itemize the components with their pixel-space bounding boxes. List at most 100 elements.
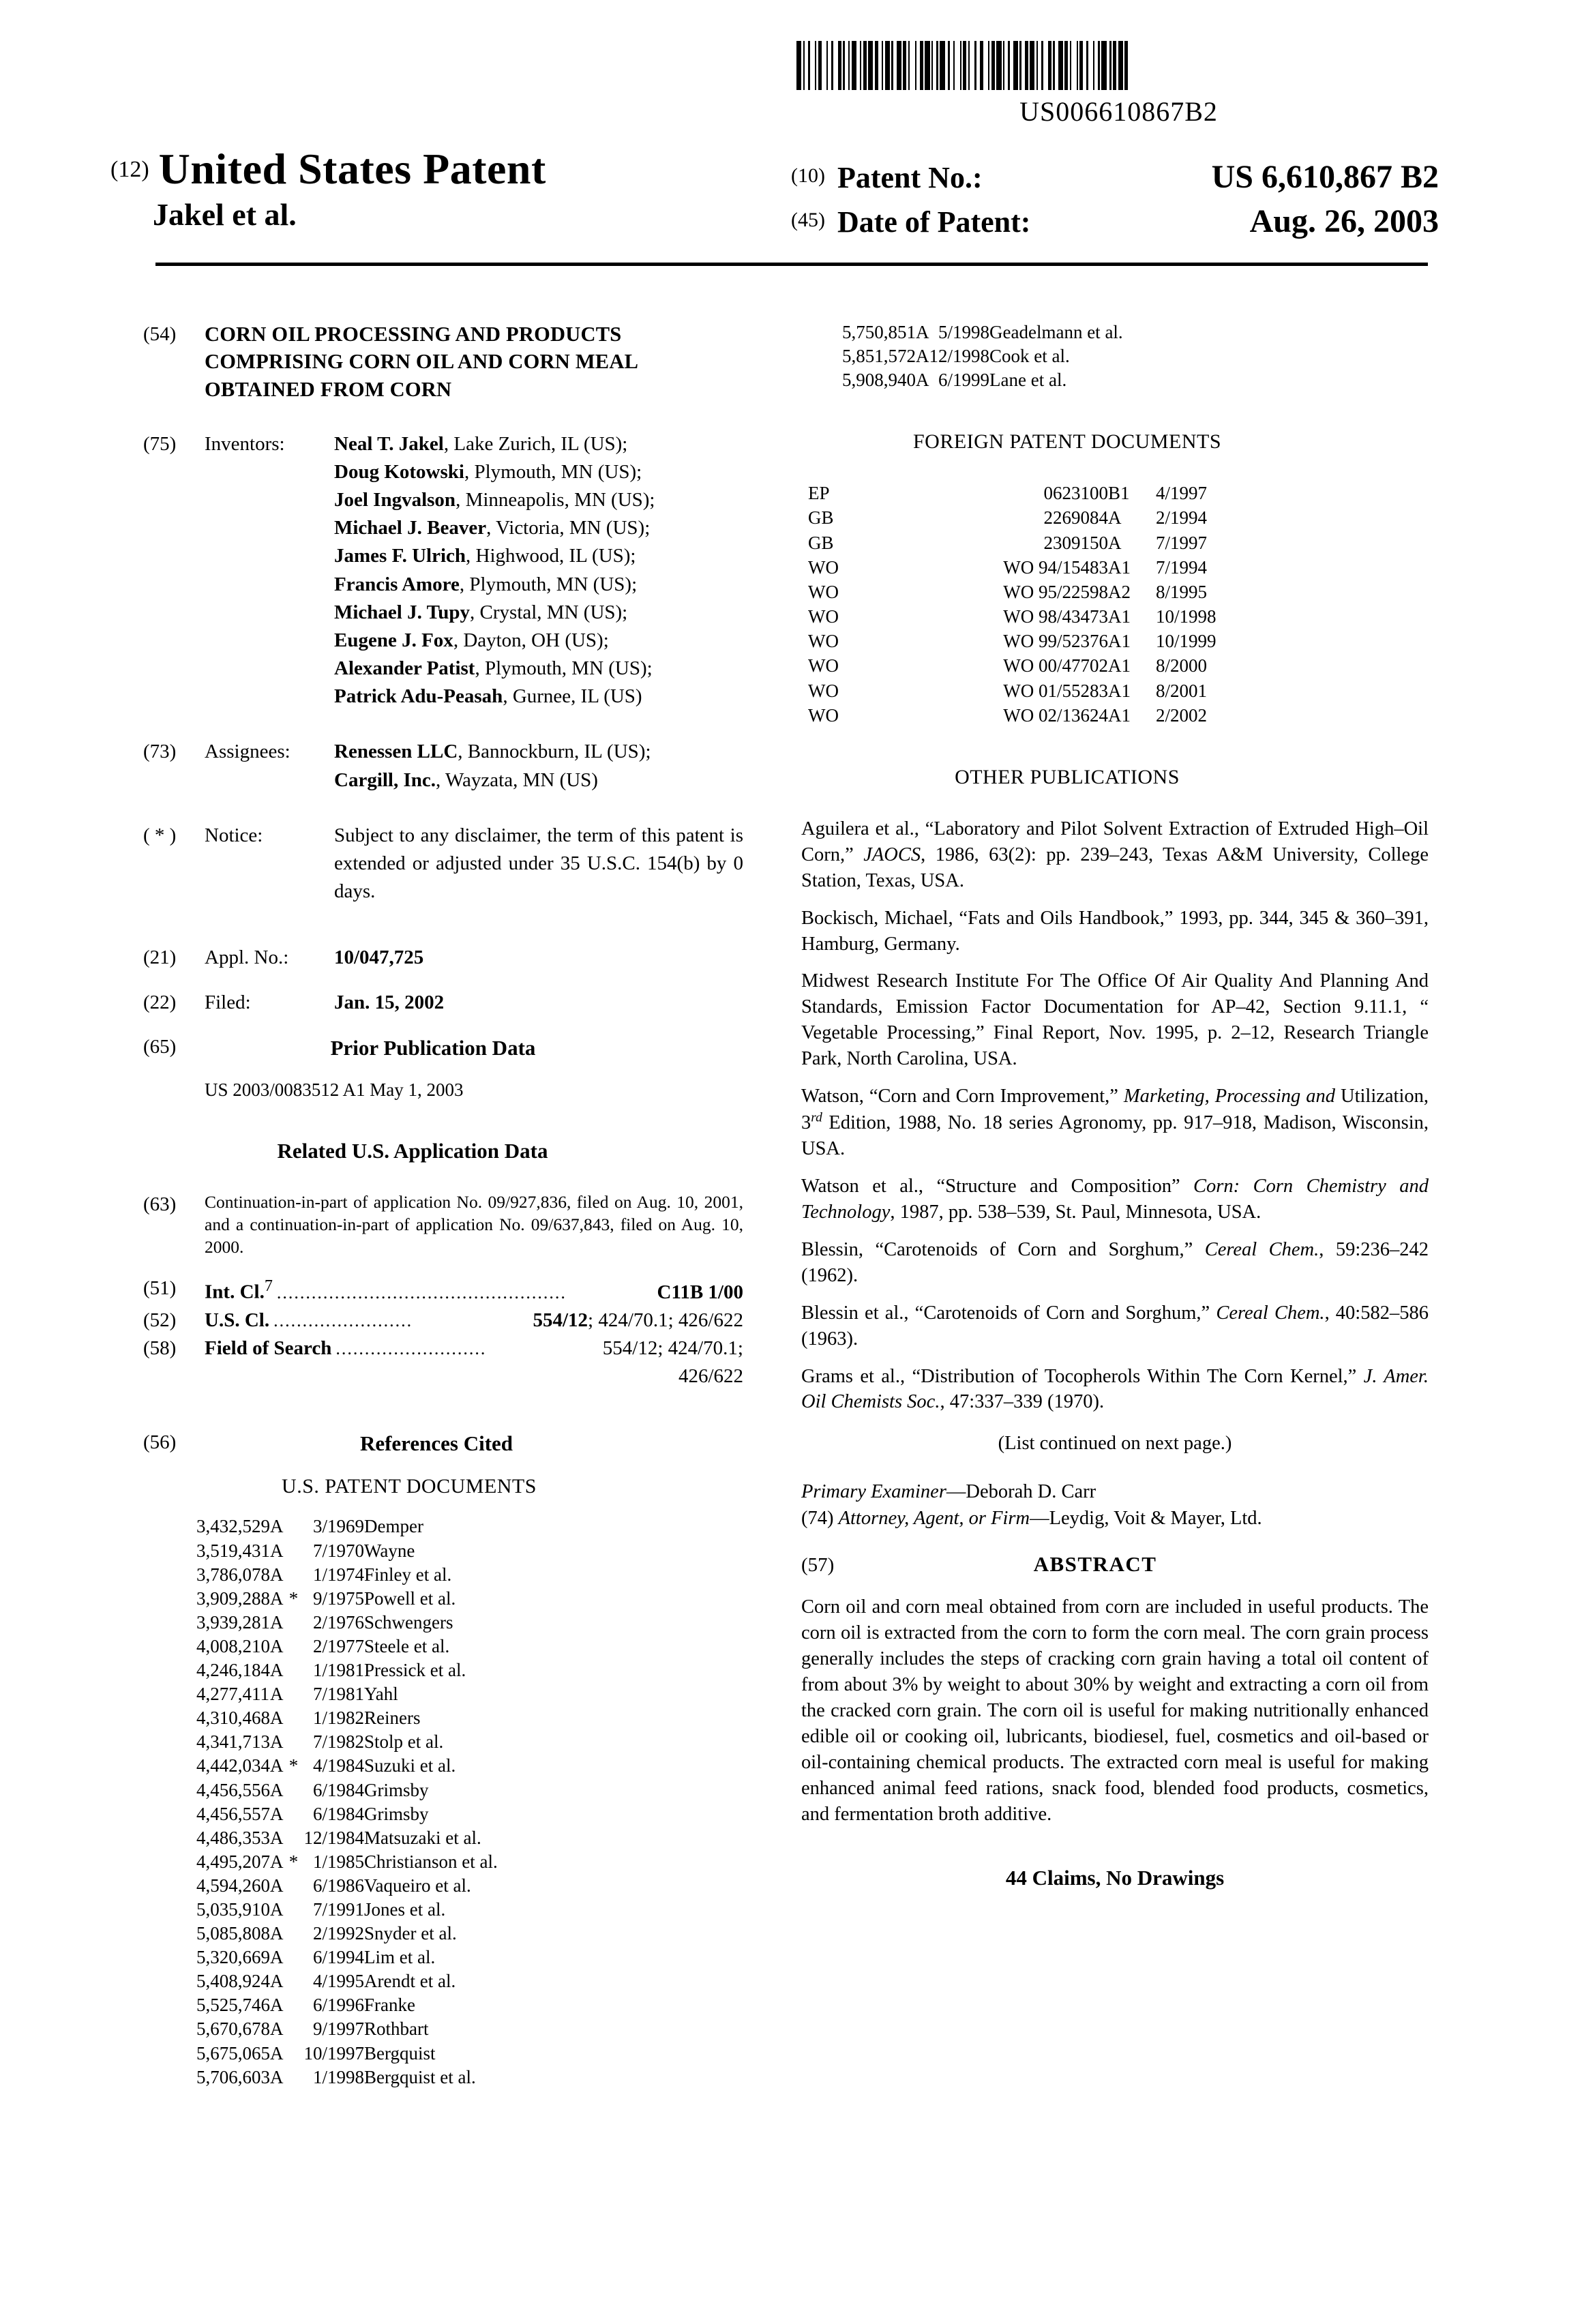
int-cl-value: C11B 1/00 — [657, 1279, 744, 1307]
reference-number: 4,594,260 — [196, 1874, 270, 1898]
inventor-name: James F. Ulrich — [334, 545, 466, 567]
abstract-text: Corn oil and corn meal obtained from cor… — [801, 1594, 1429, 1828]
reference-star — [284, 1515, 304, 1538]
reference-kind: A — [270, 1898, 284, 1922]
foreign-doc-number: 2269084 — [910, 505, 1108, 530]
barcode — [796, 41, 1441, 90]
reference-number: 4,486,353 — [196, 1826, 270, 1850]
reference-star — [284, 1730, 304, 1754]
reference-kind: A — [270, 2042, 284, 2066]
patent-date-label: Date of Patent: — [837, 205, 1062, 239]
foreign-doc-kind: A — [1108, 531, 1156, 555]
inventor-entry: James F. Ulrich, Highwood, IL (US); — [334, 542, 743, 570]
assignee-entry: Renessen LLC, Bannockburn, IL (US); — [334, 738, 743, 766]
inventor-entry: Francis Amore, Plymouth, MN (US); — [334, 571, 743, 599]
foreign-patent-documents-heading: FOREIGN PATENT DOCUMENTS — [801, 430, 1429, 453]
foreign-country-code: EP — [808, 481, 910, 505]
notice-text: Subject to any disclaimer, the term of t… — [334, 822, 743, 906]
foreign-doc-kind: A — [1108, 505, 1156, 530]
reference-kind: A — [270, 1826, 284, 1850]
reference-kind: A — [270, 1611, 284, 1635]
table-row: GB2269084A2/1994 — [808, 505, 1251, 530]
foreign-doc-date: 10/1998 — [1156, 604, 1251, 629]
reference-date: 3/1969 — [304, 1515, 365, 1538]
reference-star — [284, 1611, 304, 1635]
reference-star: * — [284, 1587, 304, 1611]
primary-examiner: Primary Examiner—Deborah D. Carr — [801, 1479, 1429, 1505]
reference-star: * — [284, 1850, 304, 1874]
inventors-label: Inventors: — [205, 430, 334, 711]
foreign-doc-number: WO 00/47702 — [910, 653, 1108, 678]
reference-date: 7/1981 — [304, 1682, 365, 1706]
foreign-patent-documents-table: EP0623100B14/1997GB2269084A2/1994GB23091… — [808, 481, 1251, 728]
reference-name: Rothbart — [364, 2017, 498, 2041]
appl-no-label: Appl. No.: — [205, 944, 334, 972]
prior-publication-heading: Prior Publication Data — [205, 1033, 743, 1063]
filed-field: (22) Filed: Jan. 15, 2002 — [143, 989, 743, 1017]
reference-number: 3,909,288 — [196, 1587, 270, 1611]
reference-name: Pressick et al. — [364, 1658, 498, 1682]
table-row: 5,908,940A6/1999Lane et al. — [842, 368, 1123, 392]
table-row: 5,035,910A7/1991Jones et al. — [196, 1898, 498, 1922]
patent-front-page: US006610867B2 (12) United States Patent … — [0, 0, 1582, 2324]
reference-kind: A — [270, 2017, 284, 2041]
related-application-text: Continuation-in-part of application No. … — [205, 1191, 743, 1258]
inventor-name: Francis Amore — [334, 573, 460, 595]
table-row: WOWO 02/13624A12/2002 — [808, 703, 1251, 728]
inventor-name: Neal T. Jakel — [334, 433, 444, 455]
table-row: 3,939,281A2/1976Schwengers — [196, 1611, 498, 1635]
reference-number: 5,670,678 — [196, 2017, 270, 2041]
reference-date: 4/1995 — [304, 1969, 365, 1993]
reference-date: 12/1998 — [929, 344, 990, 368]
publication-entry: Midwest Research Institute For The Offic… — [801, 968, 1429, 1072]
assignees-field: (73) Assignees: Renessen LLC, Bannockbur… — [143, 738, 743, 794]
prior-publication-field: (65) Prior Publication Data — [143, 1033, 743, 1063]
publications-list: Aguilera et al., “Laboratory and Pilot S… — [801, 816, 1429, 1415]
reference-number: 3,432,529 — [196, 1515, 270, 1538]
barcode-number: US006610867B2 — [796, 95, 1441, 128]
foreign-country-code: WO — [808, 555, 910, 580]
table-row: WOWO 01/55283A18/2001 — [808, 679, 1251, 703]
inventor-entry: Joel Ingvalson, Minneapolis, MN (US); — [334, 486, 743, 514]
table-row: 3,909,288A*9/1975Powell et al. — [196, 1587, 498, 1611]
reference-name: Grimsby — [364, 1802, 498, 1826]
inventor-name: Eugene J. Fox — [334, 629, 453, 651]
notice-field: ( * ) Notice: Subject to any disclaimer,… — [143, 822, 743, 906]
reference-star — [284, 1658, 304, 1682]
inventor-entry: Alexander Patist, Plymouth, MN (US); — [334, 655, 743, 683]
reference-number: 5,750,851 — [842, 321, 916, 344]
foreign-doc-number: 0623100 — [910, 481, 1108, 505]
table-row: 5,525,746A6/1996Franke — [196, 1993, 498, 2017]
table-row: 4,310,468A1/1982Reiners — [196, 1706, 498, 1730]
foreign-country-code: GB — [808, 531, 910, 555]
reference-star — [284, 1563, 304, 1587]
patent-number-row: (10) Patent No.: US 6,610,867 B2 — [791, 158, 1439, 196]
foreign-doc-date: 2/1994 — [1156, 505, 1251, 530]
publication-entry: Watson et al., “Structure and Compositio… — [801, 1174, 1429, 1225]
table-row: 3,519,431A7/1970Wayne — [196, 1539, 498, 1563]
inventor-location: , Minneapolis, MN (US); — [456, 489, 655, 511]
reference-name: Grimsby — [364, 1778, 498, 1802]
table-row: WOWO 00/47702A18/2000 — [808, 653, 1251, 678]
reference-date: 4/1984 — [304, 1754, 365, 1778]
publication-entry: Blessin et al., “Carotenoids of Corn and… — [801, 1300, 1429, 1352]
foreign-country-code: WO — [808, 580, 910, 604]
masthead-left: (12) United States Patent Jakel et al. — [110, 147, 724, 230]
table-row: WOWO 99/52376A110/1999 — [808, 629, 1251, 653]
reference-name: Cook et al. — [989, 344, 1123, 368]
reference-kind: A — [270, 1874, 284, 1898]
reference-date: 12/1984 — [304, 1826, 365, 1850]
us-cl-value: 554/12; 424/70.1; 426/622 — [533, 1307, 743, 1335]
foreign-doc-kind: A1 — [1108, 703, 1156, 728]
reference-name: Vaqueiro et al. — [364, 1874, 498, 1898]
reference-name: Lane et al. — [989, 368, 1123, 392]
reference-name: Christianson et al. — [364, 1850, 498, 1874]
reference-date: 10/1997 — [304, 2042, 365, 2066]
reference-number: 3,786,078 — [196, 1563, 270, 1587]
publication-entry: Grams et al., “Distribution of Tocophero… — [801, 1364, 1429, 1416]
inventor-location: , Plymouth, MN (US); — [464, 461, 642, 483]
reference-number: 3,939,281 — [196, 1611, 270, 1635]
assignee-location: , Wayzata, MN (US) — [436, 769, 598, 791]
patent-number-value: US 6,610,867 B2 — [1062, 158, 1439, 196]
assignee-name: Cargill, Inc. — [334, 769, 436, 791]
